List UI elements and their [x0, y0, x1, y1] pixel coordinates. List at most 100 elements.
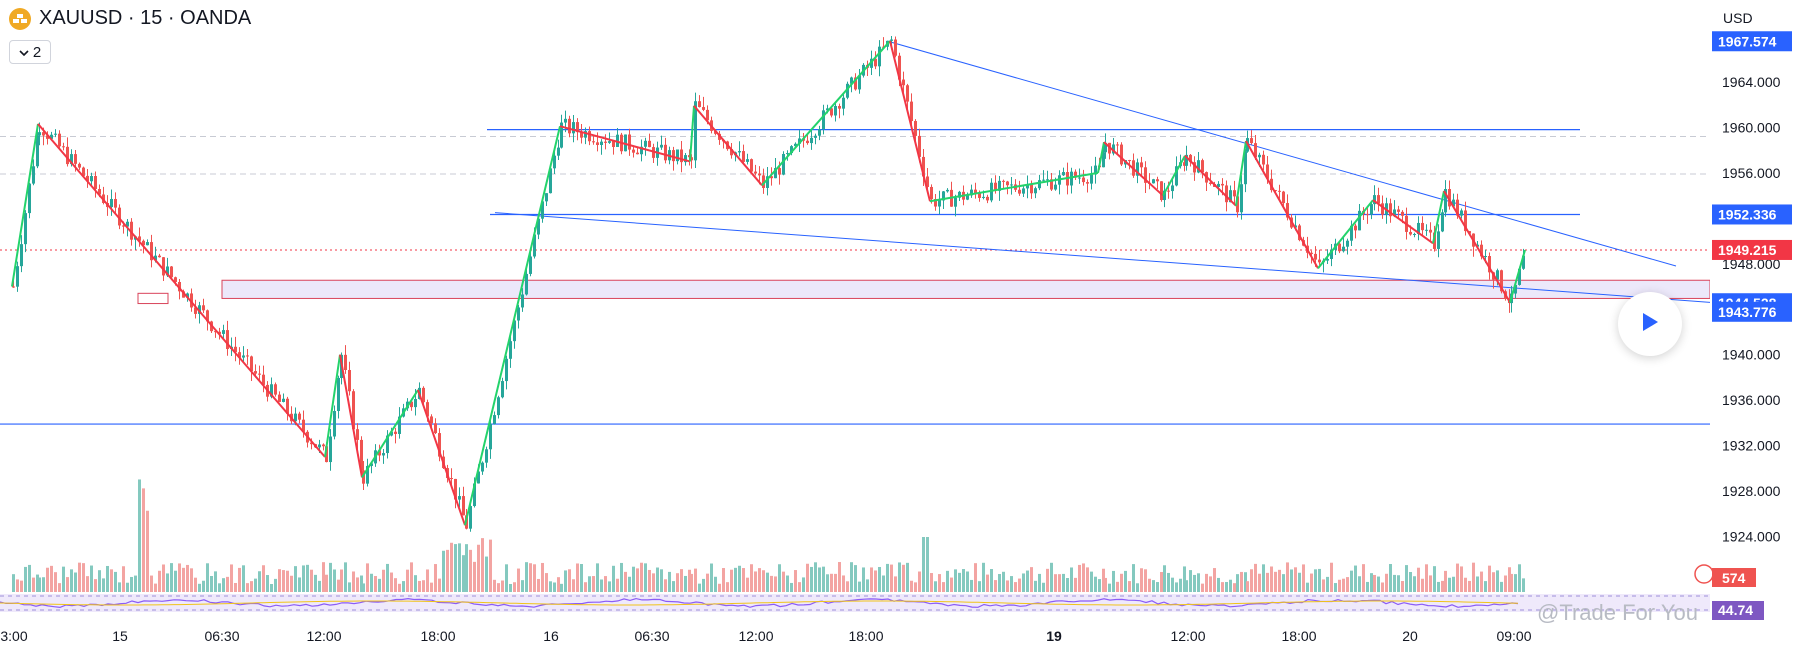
candle-body — [1417, 222, 1420, 234]
volume-bar — [668, 571, 671, 592]
volume-bar — [826, 574, 829, 592]
candle-body — [356, 429, 359, 440]
volume-bar — [962, 569, 965, 592]
candle-body — [1518, 268, 1521, 285]
volume-bar — [74, 572, 77, 592]
volume-bar — [652, 573, 655, 592]
candle-body — [608, 141, 611, 143]
volume-bar — [298, 577, 301, 592]
volume-bar — [1413, 576, 1416, 592]
volume-bar — [553, 582, 556, 592]
volume-bar — [1104, 577, 1107, 592]
candle-body — [1217, 183, 1220, 187]
time-tick-label: 09:00 — [1496, 628, 1531, 644]
volume-bar — [1144, 569, 1147, 592]
volume-bar — [16, 579, 19, 592]
volume-bar — [1156, 582, 1159, 592]
candle-body — [982, 196, 985, 198]
candle-body — [1193, 162, 1196, 173]
candle-body — [90, 176, 93, 182]
volume-bar — [462, 555, 465, 592]
volume-bar — [162, 564, 165, 592]
volume-bar — [360, 575, 363, 592]
volume-bar — [1086, 567, 1089, 592]
candle-body — [632, 149, 635, 153]
indicators-toggle-button[interactable]: 2 — [9, 40, 51, 64]
time-axis[interactable]: 3:00 15 06:30 12:00 18:00 16 06:30 12:00 18:00 19… — [0, 620, 1795, 648]
demand-zone[interactable] — [221, 279, 1711, 299]
candle-body — [38, 132, 41, 136]
candle-body — [114, 198, 117, 208]
volume-bar — [702, 578, 705, 592]
candle-body — [16, 266, 19, 287]
candle-body — [684, 155, 687, 163]
time-tick-label: 18:00 — [1281, 628, 1316, 644]
volume-bar — [12, 574, 15, 592]
volume-bar — [278, 569, 281, 592]
volume-bar — [814, 562, 817, 592]
symbol-header[interactable]: XAUUSD · 15 · OANDA — [9, 7, 251, 30]
volume-bar — [438, 578, 441, 592]
volume-bar — [50, 565, 53, 592]
candle-body — [1278, 190, 1281, 192]
descending-trendline-upper[interactable] — [887, 40, 1677, 267]
zigzag-indicator — [11, 40, 1526, 526]
volume-bar — [1185, 580, 1188, 592]
volume-bar — [1460, 566, 1463, 592]
price-axis[interactable]: USD1964.0001960.0001956.0001948.0001940.… — [1694, 0, 1795, 648]
volume-bar — [1314, 569, 1317, 592]
candle-body — [680, 149, 683, 163]
candle-body — [584, 131, 587, 138]
candle-body — [596, 142, 599, 146]
candle-body — [362, 470, 365, 484]
volume-bar — [738, 565, 741, 592]
candle-body — [758, 173, 761, 176]
volume-bar — [656, 567, 659, 592]
volume-bar — [1354, 565, 1357, 592]
candle-body — [954, 197, 957, 207]
candle-body — [648, 140, 651, 148]
candle-body — [1250, 138, 1253, 144]
volume-bar — [1417, 567, 1420, 592]
price-tick-label: 1932.000 — [1722, 438, 1781, 454]
candle-body — [1175, 166, 1178, 186]
volume-bar — [1108, 583, 1111, 592]
descending-trendline-lower[interactable] — [494, 212, 1711, 303]
candle-body — [458, 496, 461, 500]
volume-bar — [286, 570, 289, 592]
candle-body — [166, 266, 169, 276]
volume-bar — [770, 575, 773, 592]
candle-body — [222, 330, 225, 334]
volume-bar — [182, 567, 185, 592]
small-zone[interactable] — [137, 292, 169, 305]
volume-bar — [450, 542, 453, 592]
drawings[interactable] — [0, 40, 1711, 425]
volume-bar — [290, 575, 293, 592]
volume-bar — [1290, 569, 1293, 592]
volume-bar — [146, 510, 149, 592]
candle-body — [386, 435, 389, 454]
volume-bar — [902, 564, 905, 592]
candle-body — [398, 416, 401, 434]
watermark: @Trade For You — [1537, 600, 1698, 625]
volume-bar — [922, 537, 925, 592]
volume-bar — [572, 579, 575, 592]
candle-body — [32, 166, 35, 184]
price-label-1952.336: 1952.336 — [1712, 204, 1792, 225]
candle-body — [24, 213, 27, 245]
candles — [12, 36, 1525, 532]
volume-bar — [378, 578, 381, 592]
candle-body — [142, 240, 145, 246]
candle-body — [572, 122, 575, 134]
volume-bar — [778, 564, 781, 592]
candle-body — [770, 176, 773, 179]
replay-play-button[interactable] — [1618, 292, 1682, 356]
candle-body — [1167, 190, 1170, 192]
candle-body — [226, 330, 229, 350]
volume-bar — [234, 582, 237, 592]
candle-body — [1104, 142, 1107, 153]
volume-bar — [142, 488, 145, 592]
candle-body — [1136, 162, 1139, 176]
volume-bar — [644, 563, 647, 592]
